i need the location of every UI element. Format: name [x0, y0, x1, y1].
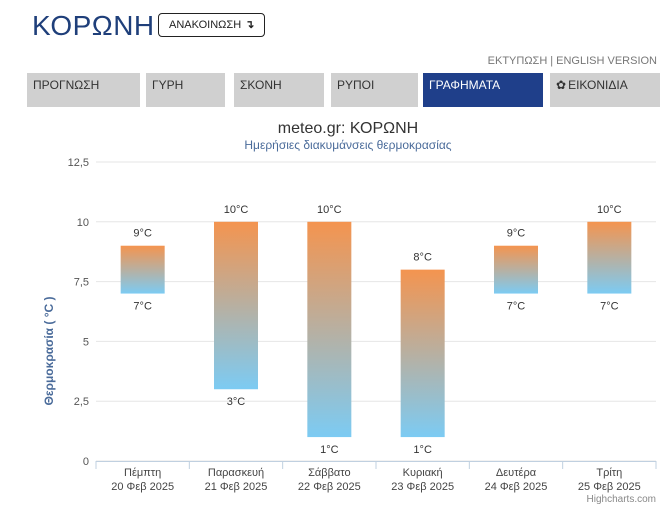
high-temp-label: 8°C	[413, 252, 432, 264]
low-temp-label: 1°C	[413, 444, 432, 456]
tab-forecast[interactable]: ΠΡΟΓΝΩΣΗ	[27, 73, 140, 107]
high-temp-label: 10°C	[597, 204, 622, 216]
high-temp-label: 9°C	[133, 228, 152, 240]
tab-pollutants[interactable]: ΡΥΠΟΙ	[331, 73, 418, 107]
y-axis-title: Θερμοκρασία ( °C )	[42, 297, 56, 406]
low-temp-label: 7°C	[600, 301, 619, 313]
arrow-down-icon: ↴	[245, 19, 255, 31]
x-tick-day-label: Πέμπτη	[124, 467, 161, 479]
x-tick-day-label: Δευτέρα	[496, 467, 537, 479]
tab-charts[interactable]: ΓΡΑΦΗΜΑΤΑ	[423, 73, 543, 107]
x-tick-day-label: Σάββατο	[308, 467, 350, 479]
x-tick-date-label: 23 Φεβ 2025	[391, 481, 454, 493]
high-temp-label: 10°C	[224, 204, 249, 216]
tab-pollen[interactable]: ΓΥΡΗ	[146, 73, 225, 107]
tab-label: ΓΥΡΗ	[152, 78, 184, 92]
x-tick-day-label: Κυριακή	[403, 467, 443, 479]
credits-link[interactable]: Highcharts.com	[587, 494, 656, 505]
tab-label: ΣΚΟΝΗ	[240, 78, 282, 92]
tab-label: ΕΙΚΟΝΙΔΙΑ	[568, 78, 628, 92]
chart-title: meteo.gr: ΚΟΡΩΝΗ	[278, 120, 418, 137]
y-tick-label: 5	[83, 336, 89, 348]
x-tick-date-label: 22 Φεβ 2025	[298, 481, 361, 493]
high-temp-label: 9°C	[507, 228, 526, 240]
y-tick-label: 10	[77, 217, 89, 229]
temperature-bar[interactable]	[494, 245, 538, 294]
axes: 0 2,5 5 7,5 10 12,5 Πέμπτη 20 Φεβ 2025 Παρασκευή…	[68, 157, 657, 493]
temperature-chart: meteo.gr: ΚΟΡΩΝΗ Ημερήσιες διακυμάνσεις …	[42, 120, 657, 505]
x-tick-date-label: 25 Φεβ 2025	[578, 481, 641, 493]
low-temp-label: 1°C	[320, 444, 339, 456]
bar-series	[120, 221, 632, 438]
x-tick-date-label: 20 Φεβ 2025	[111, 481, 174, 493]
announcement-button[interactable]: ΑΝΑΚΟΙΝΩΣΗ ↴	[158, 13, 266, 37]
tab-icons[interactable]: ✿ ΕΙΚΟΝΙΔΙΑ	[550, 73, 660, 107]
top-links: ΕΚΤΥΠΩΣΗ | ENGLISH VERSION	[488, 55, 657, 67]
print-link[interactable]: ΕΚΤΥΠΩΣΗ	[487, 55, 548, 67]
low-temp-label: 7°C	[133, 301, 152, 313]
gear-icon: ✿	[556, 78, 567, 92]
temperature-bar[interactable]	[307, 221, 352, 438]
data-labels: 9°C 7°C 10°C 3°C 10°C 1°C 8°C 1°C 9°C 7°C 10°C 7°C	[133, 204, 621, 456]
page-title: ΚΟΡΩΝΗ	[32, 10, 155, 41]
low-temp-label: 7°C	[507, 301, 526, 313]
english-version-link[interactable]: ENGLISH VERSION	[556, 55, 657, 67]
y-tick-label: 7,5	[74, 277, 89, 289]
temperature-bar[interactable]	[587, 221, 632, 294]
tab-label: ΓΡΑΦΗΜΑΤΑ	[429, 78, 501, 92]
y-tick-label: 0	[83, 456, 89, 468]
y-tick-label: 12,5	[68, 157, 89, 169]
tab-label: ΠΡΟΓΝΩΣΗ	[33, 78, 100, 92]
temperature-bar[interactable]	[120, 245, 165, 294]
high-temp-label: 10°C	[317, 204, 342, 216]
x-tick-date-label: 24 Φεβ 2025	[485, 481, 548, 493]
tab-dust[interactable]: ΣΚΟΝΗ	[234, 73, 324, 107]
tab-label: ΡΥΠΟΙ	[337, 78, 375, 92]
chart-subtitle: Ημερήσιες διακυμάνσεις θερμοκρασίας	[244, 138, 451, 152]
announcement-label: ΑΝΑΚΟΙΝΩΣΗ	[169, 19, 242, 31]
tab-bar: ΠΡΟΓΝΩΣΗ ΓΥΡΗ ΣΚΟΝΗ ΡΥΠΟΙ ΓΡΑΦΗΜΑΤΑ ✿ ΕΙΚ…	[27, 73, 660, 107]
x-tick-day-label: Τρίτη	[596, 467, 622, 479]
low-temp-label: 3°C	[227, 396, 246, 408]
temperature-bar[interactable]	[400, 269, 445, 438]
grid-lines	[96, 161, 656, 462]
x-tick-day-label: Παρασκευή	[208, 467, 264, 479]
temperature-bar[interactable]	[214, 221, 258, 390]
links-separator: |	[550, 55, 554, 67]
y-tick-label: 2,5	[74, 396, 89, 408]
x-tick-date-label: 21 Φεβ 2025	[205, 481, 268, 493]
